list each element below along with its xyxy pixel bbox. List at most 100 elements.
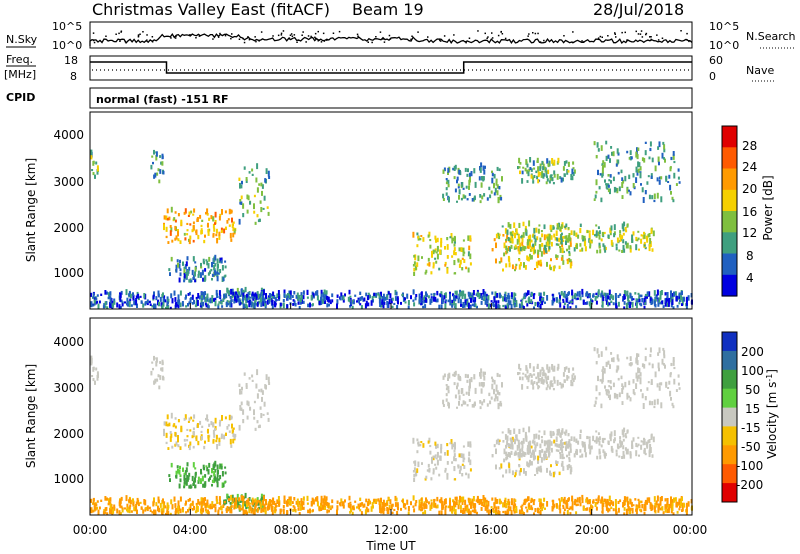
power-cell <box>349 295 352 298</box>
velocity-cell <box>241 386 243 391</box>
power-cell <box>474 181 477 188</box>
power-cell <box>360 305 363 309</box>
velocity-cell <box>456 406 458 409</box>
velocity-cell <box>181 507 184 512</box>
power-cell <box>206 260 209 266</box>
velocity-cell <box>239 405 242 408</box>
power-cell <box>494 187 497 193</box>
power-cell <box>585 292 588 297</box>
velocity-cell <box>420 441 423 444</box>
velocity-cell <box>497 510 500 515</box>
power-cell <box>175 264 178 270</box>
velocity-cell <box>625 435 628 439</box>
velocity-cell <box>535 376 538 380</box>
power-cell <box>224 265 227 269</box>
nsearch-tick-low: 10^0 <box>709 39 739 52</box>
xtick-2400: 00:00 <box>673 523 708 537</box>
velocity-cell <box>497 438 500 442</box>
power-cell <box>469 305 472 309</box>
velocity-cell <box>552 388 555 391</box>
velocity-cell <box>539 452 542 458</box>
power-cell <box>253 194 256 198</box>
velocity-cell <box>119 498 122 504</box>
nsearch-dot <box>645 33 647 36</box>
velocity-cell <box>217 509 220 512</box>
velocity-cell <box>594 440 596 443</box>
power-cell <box>599 173 602 176</box>
velocity-cell <box>676 510 679 514</box>
power-cell <box>244 295 247 301</box>
power-cell <box>297 301 300 305</box>
power-cell <box>248 171 251 174</box>
velocity-cell <box>533 373 536 376</box>
velocity-cell <box>617 500 620 504</box>
velocity-cell <box>624 433 627 437</box>
power-cell <box>562 250 565 253</box>
power-cell <box>177 238 180 242</box>
power-cell <box>537 305 540 308</box>
velocity-cell <box>625 508 628 515</box>
power-cell <box>435 260 438 264</box>
velocity-cell <box>511 470 514 476</box>
power-cell <box>302 300 305 304</box>
power-cell <box>163 224 165 231</box>
velocity-cell <box>548 446 551 451</box>
velocity-cell <box>496 372 499 377</box>
velocity-cell <box>271 506 274 512</box>
velocity-cell <box>649 443 652 450</box>
power-cell <box>600 238 603 242</box>
power-cell <box>161 153 164 160</box>
power-cell <box>441 294 444 300</box>
freq-tick-high: 18 <box>64 54 78 67</box>
velocity-cell <box>109 503 112 510</box>
velocity-cell <box>256 507 259 513</box>
nsearch-dot <box>151 41 154 43</box>
power-cell <box>391 297 394 301</box>
power-cell <box>177 229 179 234</box>
velocity-cell <box>183 474 186 481</box>
velocity-cell <box>616 354 619 360</box>
power-cell <box>364 303 367 309</box>
power-cell <box>454 188 457 193</box>
velocity-cell <box>605 500 608 507</box>
velocity-cell <box>537 434 540 440</box>
velocity-cell <box>565 441 568 448</box>
velocity-cell <box>565 499 568 506</box>
velocity-cell <box>552 368 555 372</box>
velocity-cell <box>579 455 582 458</box>
velocity-cell <box>622 385 625 390</box>
velocity-cell <box>188 507 191 511</box>
velocity-cell <box>628 380 631 386</box>
velocity-cell <box>233 434 236 439</box>
power-cell <box>588 233 591 240</box>
power-cell <box>179 290 182 296</box>
velocity-cell <box>669 372 672 378</box>
velocity-cell <box>682 502 685 508</box>
power-cell <box>205 259 208 262</box>
power-cell <box>659 301 662 305</box>
power-cell <box>200 266 203 269</box>
nsearch-dot <box>120 31 122 33</box>
power-cell <box>495 181 498 186</box>
velocity-cell <box>200 468 202 474</box>
power-cell <box>532 160 535 166</box>
nsearch-dot <box>650 36 652 38</box>
power-cell <box>497 304 500 309</box>
power-cell <box>559 294 561 301</box>
vel-cbar-tick-m100: -100 <box>736 459 763 473</box>
velocity-cell <box>133 507 136 512</box>
power-cell <box>267 170 270 177</box>
nsearch-dot <box>427 36 429 38</box>
power-cell <box>288 293 290 299</box>
power-cell <box>524 265 527 270</box>
velocity-cell <box>537 377 540 384</box>
velocity-cell <box>456 382 459 387</box>
velocity-cell <box>462 496 465 503</box>
power-cell <box>508 295 511 300</box>
velocity-cell <box>510 498 513 503</box>
velocity-cell <box>672 357 675 362</box>
power-cell <box>199 214 202 219</box>
power-cell <box>583 235 586 241</box>
velocity-cell <box>176 465 179 469</box>
velocity-cell <box>537 466 540 472</box>
